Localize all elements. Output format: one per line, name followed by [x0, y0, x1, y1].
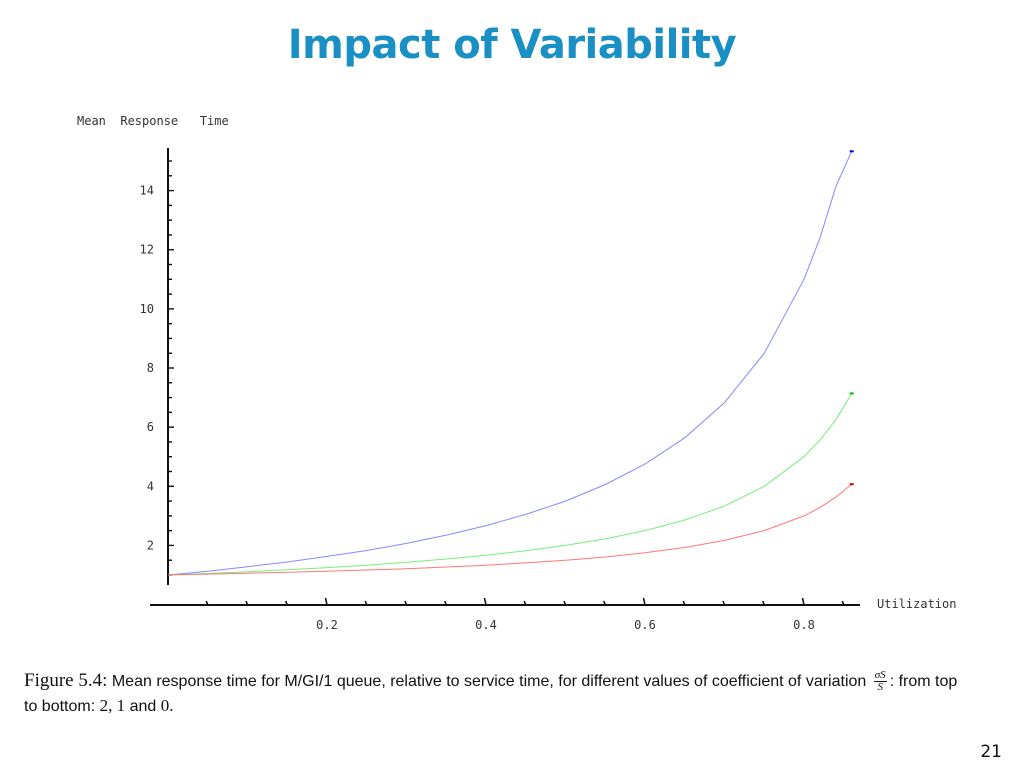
caption-text-2: : from top to bottom:	[24, 673, 958, 715]
x-minor-tick	[762, 600, 765, 606]
slide-number: 21	[980, 742, 1002, 762]
y-tick-label: 10	[140, 302, 154, 316]
x-minor-tick	[404, 600, 408, 606]
caption-values: 2, 1	[99, 696, 126, 715]
y-axis-label: Mean Response Time	[77, 114, 229, 128]
caption-and: and	[129, 698, 157, 715]
cv-fraction: σS S	[873, 669, 887, 694]
x-minor-tick	[563, 600, 567, 606]
x-tick-label: 0.8	[793, 618, 815, 632]
x-major-tick	[324, 597, 328, 606]
slide-title: Impact of Variability	[287, 22, 737, 68]
x-minor-tick	[364, 600, 368, 606]
x-tick-label: 0.6	[634, 618, 656, 632]
cv-denominator: S	[877, 681, 883, 694]
x-tick-label: 0.2	[316, 618, 338, 632]
y-tick-label: 14	[140, 184, 154, 198]
x-minor-tick	[444, 600, 447, 606]
figure-caption: Figure 5.4: Mean response time for M/GI/…	[24, 669, 964, 719]
y-tick-label: 8	[147, 361, 154, 375]
figure-label: Figure 5.4:	[24, 670, 108, 691]
cv-numerator: σS	[873, 669, 887, 683]
x-major-tick	[483, 597, 487, 606]
series-line-cv-1	[167, 393, 853, 576]
x-minor-tick	[523, 600, 527, 606]
y-tick-label: 12	[140, 243, 154, 257]
series-line-cv-0	[167, 483, 853, 576]
x-major-tick	[642, 597, 646, 606]
x-minor-tick	[245, 600, 249, 606]
caption-last-value: 0.	[160, 696, 174, 715]
x-axis-label: Utilization	[877, 597, 956, 611]
x-minor-tick	[841, 600, 845, 606]
x-minor-tick	[722, 600, 726, 606]
x-major-tick	[801, 597, 805, 606]
y-tick-label: 6	[147, 420, 154, 434]
x-tick-label: 0.4	[475, 618, 497, 632]
y-tick-label: 2	[147, 538, 154, 552]
x-minor-tick	[205, 600, 209, 606]
caption-text-1: Mean response time for M/GI/1 queue, rel…	[111, 673, 867, 690]
series-line-cv-2	[167, 151, 853, 576]
x-minor-tick	[603, 600, 606, 606]
line-chart: 2 4 6 8 10 12 14 Mean Response Time Utilizatio…	[77, 114, 956, 632]
x-minor-tick	[682, 600, 686, 606]
x-minor-tick	[285, 600, 288, 606]
y-tick-label: 4	[147, 479, 154, 493]
